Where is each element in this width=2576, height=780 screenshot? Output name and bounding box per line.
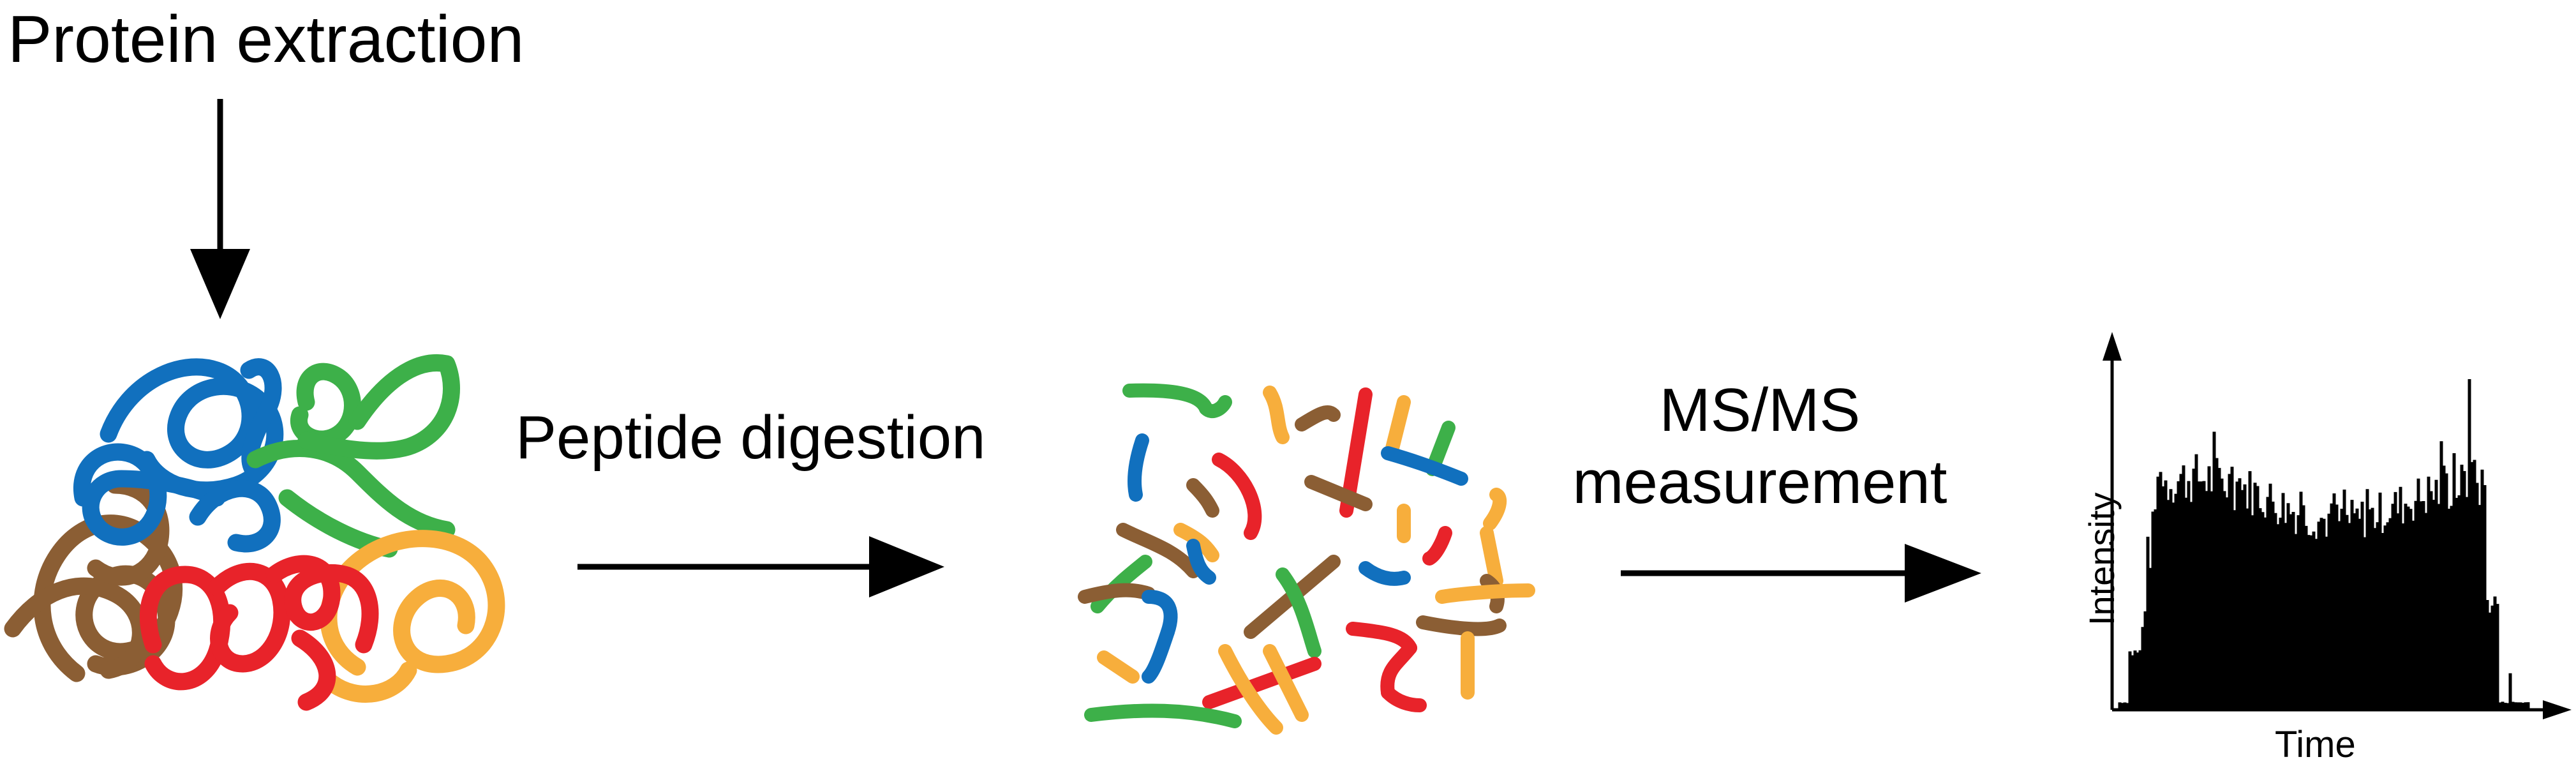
protein-strand-red bbox=[265, 555, 379, 654]
protein-strand-green bbox=[246, 440, 456, 539]
peptide-fragment-blue bbox=[1359, 561, 1411, 586]
protein-strand-red bbox=[139, 566, 231, 691]
peptide-fragment-red bbox=[1380, 641, 1417, 700]
peptide-fragment-orange bbox=[1097, 650, 1140, 684]
peptide-fragment-green bbox=[1122, 383, 1213, 416]
protein-strand-blue bbox=[189, 479, 281, 553]
peptide-fragment-brown bbox=[1416, 615, 1507, 636]
peptide-fragment-green bbox=[1276, 567, 1322, 658]
peptide-fragment-green bbox=[1199, 395, 1232, 419]
peptide-fragment-red bbox=[1422, 526, 1452, 566]
protein-strand-green bbox=[290, 363, 361, 448]
digestion-arrow bbox=[577, 536, 944, 597]
intensity-trace bbox=[2118, 379, 2530, 710]
peptide-fragment-blue bbox=[1381, 446, 1468, 486]
peptide-fragment-green bbox=[1084, 703, 1242, 728]
peptide-fragment-brown bbox=[1304, 475, 1373, 511]
protein-strand-orange bbox=[323, 661, 417, 703]
y-axis-label: Intensity bbox=[2081, 492, 2122, 626]
peptide-fragment-blue bbox=[1186, 539, 1216, 585]
peptide-fragment-green bbox=[1091, 555, 1152, 613]
protein-strand-orange bbox=[320, 530, 505, 676]
peptide-fragment-orange bbox=[1384, 395, 1411, 460]
label-msms-measurement: MS/MS measurement bbox=[1572, 376, 1947, 517]
peptide-fragment-red bbox=[1346, 622, 1417, 655]
peptide-fragment-red bbox=[1212, 453, 1262, 540]
peptide-fragment-brown bbox=[1186, 478, 1219, 518]
peptide-fragment-orange bbox=[1173, 523, 1219, 562]
protein-strand-red bbox=[208, 562, 291, 673]
title-protein-extraction: Protein extraction bbox=[8, 3, 525, 77]
protein-strand-brown bbox=[87, 476, 170, 586]
peptide-fragment-orange bbox=[1263, 386, 1290, 444]
peptide-fragment-brown bbox=[1116, 523, 1200, 578]
chromatogram-plot bbox=[2103, 332, 2572, 719]
peptide-fragment-brown bbox=[1078, 583, 1156, 604]
peptide-fragment-orange bbox=[1218, 644, 1283, 735]
protein-tangle bbox=[4, 354, 505, 711]
peptide-fragment-orange bbox=[1483, 488, 1507, 530]
label-peptide-digestion: Peptide digestion bbox=[516, 403, 986, 472]
intensity-signal bbox=[2118, 379, 2530, 710]
protein-strand-blue bbox=[73, 443, 226, 546]
msms-arrow bbox=[1621, 544, 1981, 603]
peptide-fragment-brown bbox=[1295, 405, 1341, 431]
peptide-fragment-red bbox=[1202, 657, 1322, 709]
peptide-fragment-orange bbox=[1263, 644, 1309, 722]
peptide-fragment-orange bbox=[1480, 526, 1503, 588]
peptide-fragment-blue bbox=[1128, 433, 1149, 502]
peptide-fragment-blue bbox=[1142, 625, 1175, 684]
protein-strand-green bbox=[297, 354, 460, 460]
peptide-fragment-orange bbox=[1435, 583, 1535, 604]
protein-strand-brown bbox=[4, 577, 149, 679]
y-axis bbox=[2103, 332, 2122, 710]
peptide-fragment-red bbox=[1381, 686, 1427, 712]
extraction-arrow bbox=[190, 99, 250, 319]
protein-strand-red bbox=[291, 629, 336, 711]
peptide-fragments bbox=[1078, 383, 1535, 735]
x-axis-label: Time bbox=[2275, 724, 2356, 765]
